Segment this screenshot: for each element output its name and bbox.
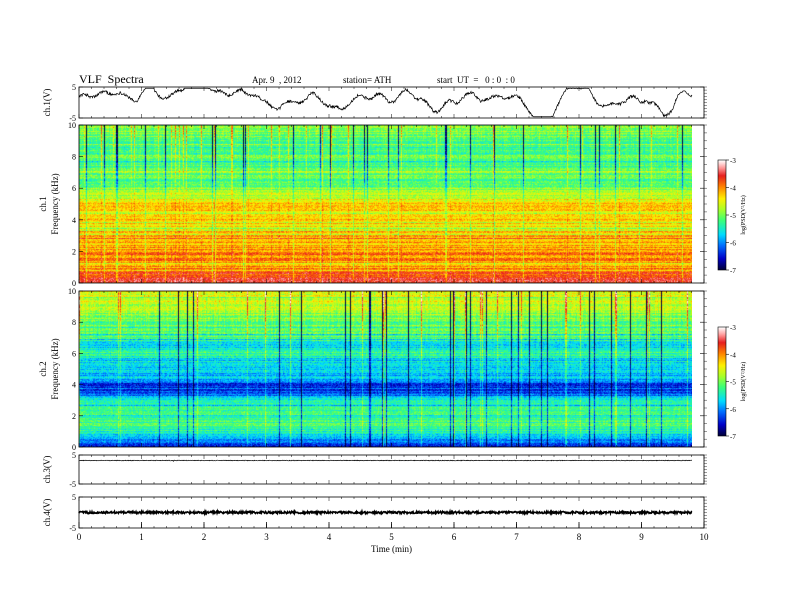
- colorbar-tick-label: -5: [730, 212, 736, 220]
- colorbar-tick-label: -4: [730, 185, 736, 193]
- ch1-spectrogram-y-tick-label: 4: [72, 216, 76, 225]
- ch1-spectrogram-y-tick-label: 2: [72, 247, 76, 256]
- ch1-colorbar: [718, 160, 726, 270]
- colorbar-tick-label: -6: [730, 240, 736, 248]
- x-tick-label: 2: [202, 532, 207, 542]
- ch1-spectrogram-y-tick-label: 8: [72, 153, 76, 162]
- date-label: Apr. 9 , 2012: [252, 75, 302, 85]
- colorbar-label: log(PSD(V²/Hz): [740, 362, 747, 401]
- colorbar-tick-label: -7: [730, 267, 736, 275]
- colorbar-tick-label: -3: [730, 324, 736, 332]
- ch1-spectrogram-image: [79, 125, 692, 283]
- x-tick-label: 4: [327, 532, 332, 542]
- ch2-colorbar: [718, 327, 726, 436]
- x-tick-label: 10: [700, 532, 710, 542]
- ch4-waveform-ylabel: ch.4(V): [42, 499, 52, 527]
- x-tick-label: 6: [452, 532, 457, 542]
- ch2-spectrogram-image: [79, 291, 692, 447]
- ch4-waveform-line: [78, 508, 693, 517]
- chart-title: VLF Spectra: [79, 72, 144, 86]
- x-tick-label: 0: [77, 532, 82, 542]
- ch3-waveform-frame: [78, 454, 705, 485]
- colorbar-tick-label: -4: [730, 351, 736, 359]
- ch2-spectrogram-y-tick-label: 0: [72, 443, 76, 452]
- ch1-spectrogram-y-tick-label: 0: [72, 279, 76, 288]
- ch1-spectrogram-ylabel: Frequency (kHz): [50, 173, 60, 234]
- ch3-waveform-y-tick-label: -5: [69, 480, 76, 489]
- colorbar-tick-label: -3: [730, 157, 736, 165]
- x-axis-label: Time (min): [371, 544, 412, 554]
- ch2-spectrogram-y-tick-label: 10: [68, 287, 76, 296]
- ch4-waveform-y-tick-label: -5: [69, 524, 76, 533]
- ch2-spectrogram-y-tick-label: 8: [72, 318, 76, 327]
- ch3-waveform-y-tick-label: 5: [72, 451, 76, 460]
- ch2-spectrogram-y-tick-label: 4: [72, 381, 76, 390]
- ch2-spectrogram-ylabel-channel: ch.2: [38, 361, 48, 376]
- x-tick-label: 5: [389, 532, 394, 542]
- ch1-waveform-y-tick-label: 5: [72, 83, 76, 92]
- ch3-waveform-ylabel: ch.3(V): [42, 456, 52, 484]
- ch2-spectrogram-y-tick-label: 6: [72, 349, 76, 358]
- station-label: station= ATH: [343, 75, 392, 85]
- x-tick-label: 1: [139, 532, 144, 542]
- start-time-label: start UT = 0 : 0 : 0: [437, 75, 515, 85]
- ch3-waveform-line: [78, 459, 693, 462]
- ch1-waveform-y-tick-label: -5: [69, 114, 76, 123]
- ch1-spectrogram-y-tick-label: 6: [72, 184, 76, 193]
- ch4-waveform-y-tick-label: 5: [72, 493, 76, 502]
- x-tick-label: 9: [639, 532, 644, 542]
- ch1-waveform-ylabel: ch.1(V): [42, 89, 52, 117]
- ch1-spectrogram-ylabel-channel: ch.1: [38, 196, 48, 211]
- ch2-spectrogram-y-tick-label: 2: [72, 412, 76, 421]
- ch2-spectrogram-ylabel: Frequency (kHz): [50, 338, 60, 399]
- colorbar-tick-label: -5: [730, 379, 736, 387]
- ch1-waveform-line: [78, 87, 693, 118]
- colorbar-label: log(PSD(V²/Hz): [740, 195, 747, 234]
- ch1-spectrogram-y-tick-label: 10: [68, 121, 76, 130]
- x-tick-label: 3: [264, 532, 269, 542]
- x-tick-label: 8: [577, 532, 582, 542]
- colorbar-tick-label: -7: [730, 433, 736, 441]
- colorbar-tick-label: -6: [730, 406, 736, 414]
- x-tick-label: 7: [514, 532, 519, 542]
